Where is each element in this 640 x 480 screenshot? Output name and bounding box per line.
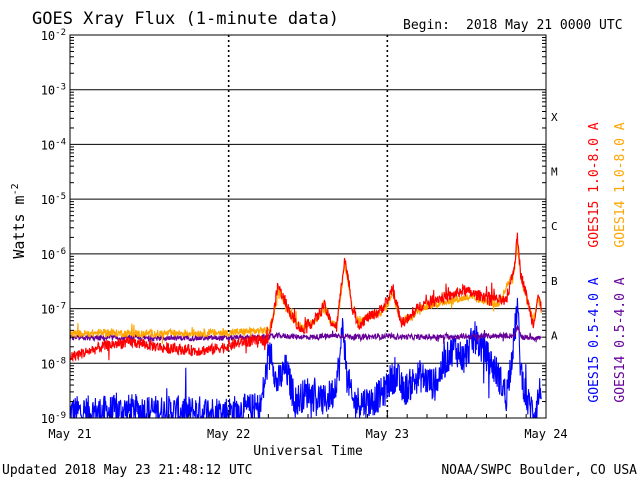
begin-value: 2018 May 21 0000 UTC: [466, 18, 623, 33]
y-axis-title-exponent: -2: [10, 183, 21, 195]
y-tick-label: 10-2: [41, 28, 66, 43]
day-boundary-lines: [227, 35, 389, 418]
legend-entry-1: GOES14 1.0-8.0 A: [613, 122, 628, 247]
y-tick-label: 10-6: [41, 247, 66, 262]
y-tick-base: 10: [41, 29, 55, 43]
plot-frame: [69, 34, 547, 419]
y-tick-label: 10-8: [41, 356, 66, 371]
y-tick-base: 10: [41, 138, 55, 152]
x-tick-label: May 23: [366, 427, 409, 441]
data-traces: [69, 232, 542, 420]
series-line-3: [69, 325, 542, 344]
gridlines: [70, 34, 546, 419]
y-tick-label: 10-5: [41, 192, 66, 207]
series-line-0: [69, 232, 542, 363]
flare-class-labels: X M C B A: [551, 111, 558, 343]
x-tick-label: May 21: [48, 427, 91, 441]
y-tick-base: 10: [41, 357, 55, 371]
x-axis-ticks: May 21 May 22 May 23 May 24: [48, 410, 568, 441]
y-tick-base: 10: [41, 412, 55, 426]
plot-border: [69, 34, 547, 419]
y-tick-exponent: -9: [55, 411, 66, 421]
legend-entry-2: GOES15 0.5-4.0 A: [587, 277, 602, 402]
y-tick-label: 10-9: [41, 411, 66, 426]
y-axis-title-base: Watts m: [10, 195, 28, 258]
y-tick-base: 10: [41, 248, 55, 262]
y-tick-base: 10: [41, 303, 55, 317]
y-tick-label: 10-3: [41, 83, 66, 98]
flare-class-label: M: [551, 166, 558, 179]
y-tick-exponent: -6: [55, 247, 66, 257]
y-tick-exponent: -3: [55, 83, 66, 93]
series-line-2: [69, 297, 542, 420]
y-tick-exponent: -5: [55, 192, 66, 202]
flare-class-label: A: [551, 330, 558, 343]
credit-line: NOAA/SWPC Boulder, CO USA: [441, 463, 637, 478]
y-axis-ticks: 10-210-310-410-510-610-710-810-9: [41, 28, 546, 426]
y-tick-exponent: -8: [55, 356, 66, 366]
y-tick-exponent: -4: [55, 137, 66, 147]
y-tick-base: 10: [41, 193, 55, 207]
flare-class-label: B: [551, 275, 558, 288]
flare-class-label: X: [551, 111, 558, 124]
x-tick-label: May 24: [524, 427, 567, 441]
y-tick-label: 10-4: [41, 137, 66, 152]
legend: GOES15 1.0-8.0 A GOES14 1.0-8.0 A GOES15 0…: [587, 122, 628, 402]
flare-class-label: C: [551, 220, 558, 233]
legend-entry-3: GOES14 0.5-4.0 A: [613, 277, 628, 402]
y-axis-title: Watts m-2: [10, 183, 28, 258]
legend-entry-0: GOES15 1.0-8.0 A: [587, 122, 602, 247]
y-tick-exponent: -7: [55, 302, 66, 312]
x-tick-label: May 22: [207, 427, 250, 441]
y-tick-exponent: -2: [55, 28, 66, 38]
x-axis-title: Universal Time: [253, 444, 363, 459]
y-tick-base: 10: [41, 84, 55, 98]
y-tick-label: 10-7: [41, 302, 66, 317]
chart-title: GOES Xray Flux (1-minute data): [32, 9, 339, 29]
updated-timestamp: Updated 2018 May 23 21:48:12 UTC: [2, 463, 252, 478]
begin-label: Begin:: [403, 18, 450, 33]
